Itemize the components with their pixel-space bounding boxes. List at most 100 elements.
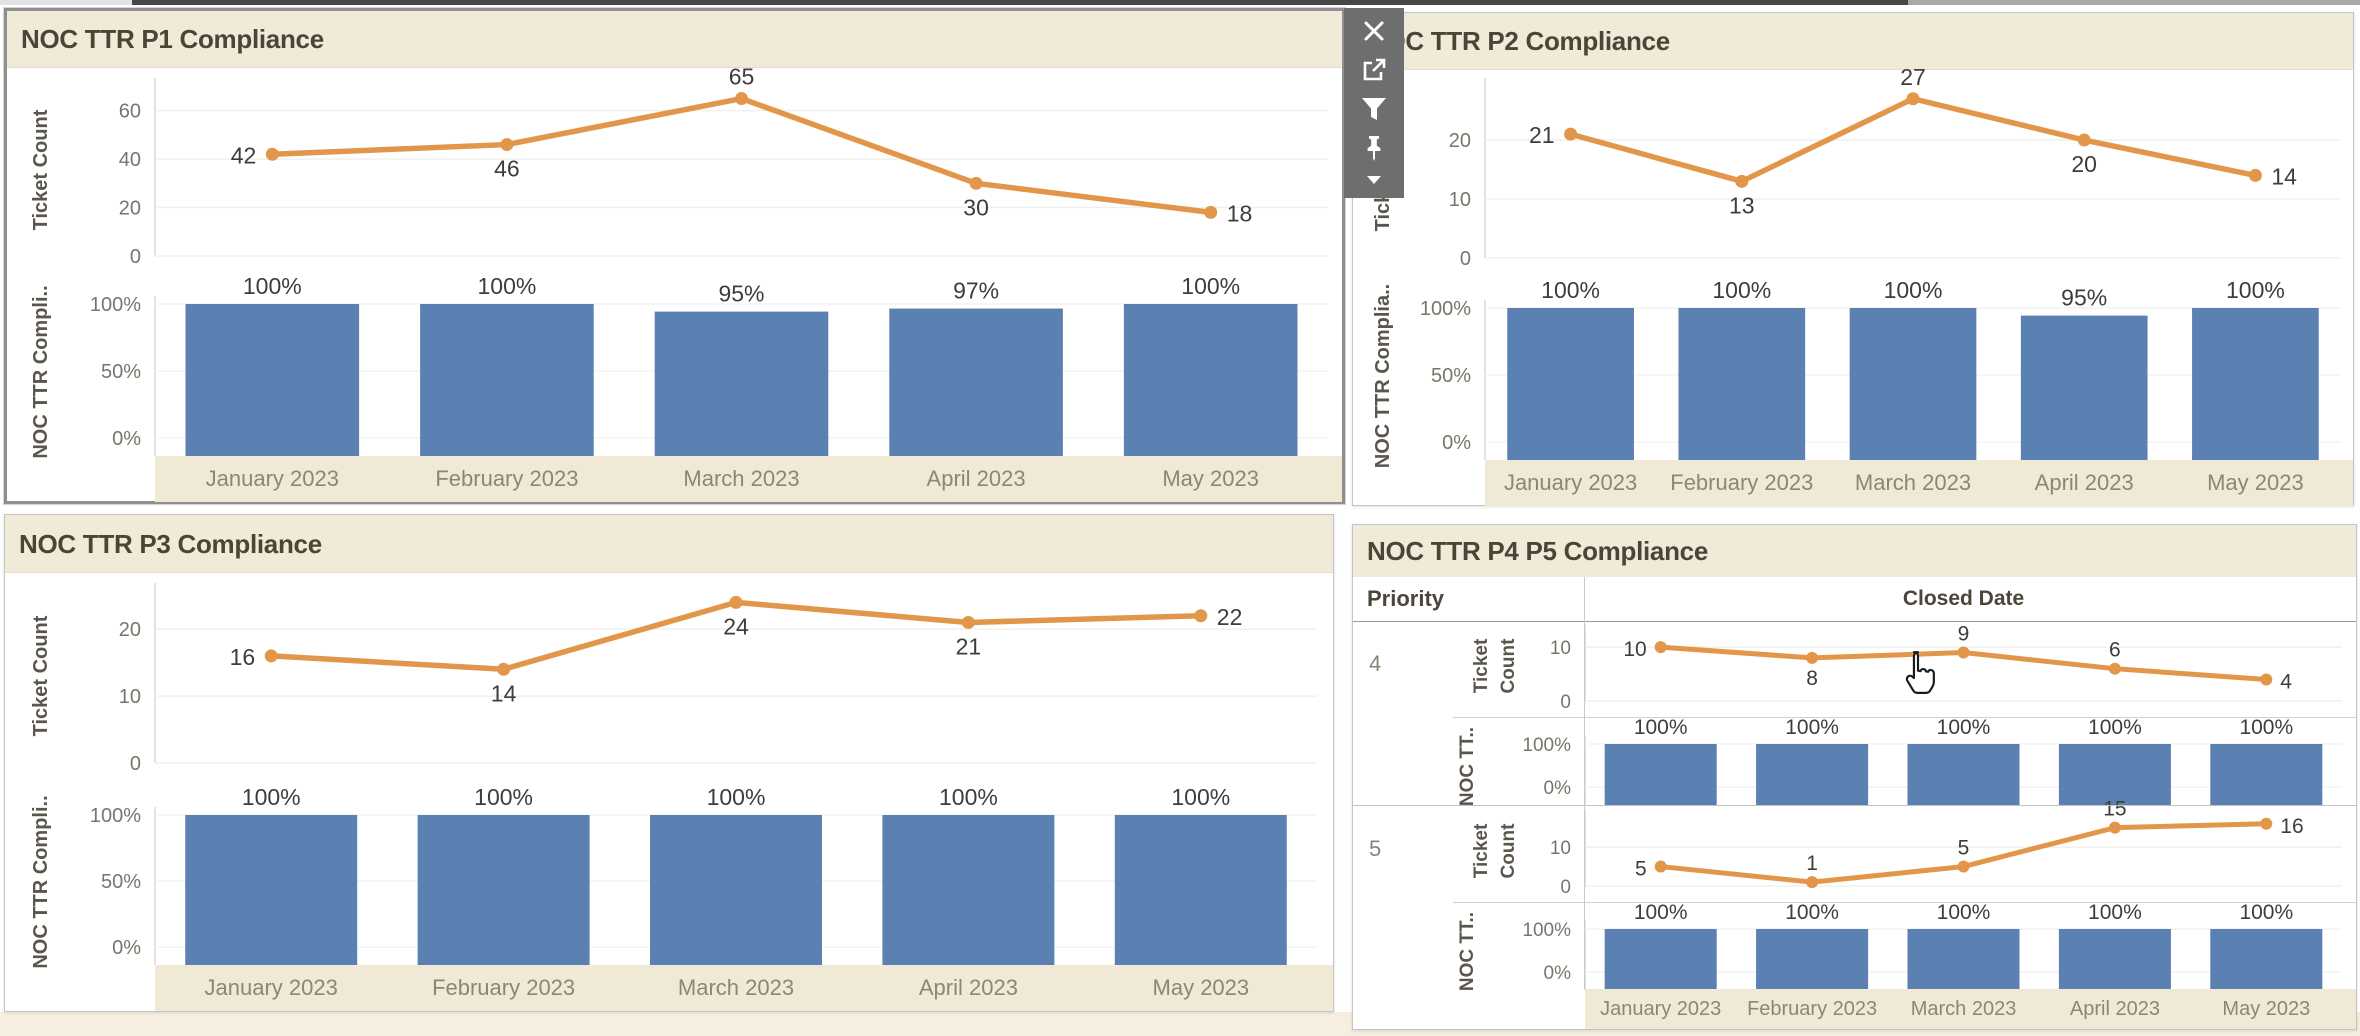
svg-text:9: 9 (1958, 623, 1970, 646)
svg-text:0: 0 (130, 753, 141, 775)
svg-text:0%: 0% (112, 428, 141, 450)
svg-text:NOC TT..: NOC TT.. (1457, 912, 1478, 991)
month-label: May 2023 (2222, 997, 2311, 1020)
svg-text:100%: 100% (707, 784, 766, 810)
svg-text:20: 20 (1449, 130, 1471, 152)
p3-bar-chart[interactable]: 100% 50% 0% NOC TTR Compli.. 100% 100% 100% 100… (5, 775, 1333, 969)
svg-text:0%: 0% (1442, 432, 1471, 454)
svg-text:8: 8 (1806, 667, 1818, 690)
svg-text:100%: 100% (2088, 716, 2142, 739)
p1-line-chart[interactable]: 60 40 20 0 Ticket Count 42 46 65 30 18 (7, 64, 1342, 268)
p4-subheader: Priority Closed Date (1353, 577, 2356, 622)
p4-month-axis: January 2023 February 2023 March 2023 April… (1585, 989, 2356, 1029)
svg-text:100%: 100% (243, 273, 302, 299)
svg-text:14: 14 (2271, 163, 2297, 189)
month-label: May 2023 (1152, 975, 1250, 1000)
p4-priority4-bar-chart[interactable]: 100% 0% NOC TT.. 100% 100% 100% 100% 100% (1353, 716, 2356, 806)
svg-text:24: 24 (723, 613, 749, 639)
svg-text:40: 40 (119, 149, 141, 171)
month-label: March 2023 (1910, 997, 2017, 1020)
close-icon (1364, 21, 1384, 41)
svg-text:100%: 100% (477, 273, 536, 299)
month-label: April 2023 (918, 975, 1018, 1000)
svg-text:0%: 0% (112, 937, 141, 959)
more-options-button[interactable] (1358, 172, 1390, 188)
panel-p1[interactable]: NOC TTR P1 Compliance 60 40 20 0 Ticket Coun… (4, 8, 1345, 504)
svg-text:22: 22 (1217, 604, 1243, 630)
caret-down-icon (1367, 176, 1381, 184)
p4-row-divider (1353, 805, 2356, 806)
panel-p4p5[interactable]: NOC TTR P4 P5 Compliance Priority Closed… (1352, 524, 2357, 1030)
close-button[interactable] (1358, 16, 1390, 46)
svg-text:46: 46 (494, 156, 520, 182)
panel-p3[interactable]: NOC TTR P3 Compliance 20 10 0 Ticket Count 1… (4, 514, 1334, 1012)
svg-text:97%: 97% (953, 278, 999, 304)
mouse-cursor (1900, 650, 1936, 701)
open-external-button[interactable] (1358, 55, 1390, 85)
svg-text:NOC TTR Complia..: NOC TTR Complia.. (1372, 284, 1394, 468)
svg-text:95%: 95% (2061, 285, 2107, 311)
month-label: March 2023 (1854, 470, 1972, 495)
svg-text:0%: 0% (1544, 963, 1572, 984)
svg-text:100%: 100% (1937, 901, 1991, 924)
p4-priority4-label: 4 (1369, 651, 1382, 676)
svg-text:Ticket: Ticket (1471, 638, 1492, 693)
svg-text:5: 5 (1635, 858, 1647, 881)
svg-text:NOC TTR Compli..: NOC TTR Compli.. (30, 285, 52, 458)
svg-text:100%: 100% (2226, 277, 2285, 303)
svg-text:100%: 100% (2088, 901, 2142, 924)
p2-bar-chart[interactable]: 100% 50% 0% NOC TTR Complia.. 100% 100% 100% 95… (1353, 268, 2353, 468)
svg-text:100%: 100% (474, 784, 533, 810)
svg-text:100%: 100% (939, 784, 998, 810)
pin-button[interactable] (1358, 133, 1390, 163)
p4-priority4-line-chart[interactable]: 10 0 Ticket Count 10 8 9 6 4 (1353, 621, 2356, 717)
panel-p4p5-header: NOC TTR P4 P5 Compliance (1353, 525, 2356, 578)
svg-text:16: 16 (2280, 815, 2303, 838)
svg-text:0: 0 (130, 246, 141, 268)
svg-text:100%: 100% (90, 294, 141, 316)
svg-text:100%: 100% (1785, 901, 1839, 924)
viz-toolbar (1344, 8, 1404, 198)
svg-text:20: 20 (119, 198, 141, 220)
svg-text:100%: 100% (1522, 920, 1571, 941)
svg-text:100%: 100% (1420, 298, 1471, 320)
svg-text:95%: 95% (718, 281, 764, 307)
p3-line-chart[interactable]: 20 10 0 Ticket Count 16 14 24 21 22 (5, 573, 1333, 775)
panel-p2-title: NOC TTR P2 Compliance (1367, 26, 1670, 56)
svg-text:Count: Count (1498, 638, 1519, 694)
svg-text:16: 16 (230, 644, 256, 670)
svg-text:4: 4 (2280, 670, 2292, 693)
p1-bar-chart[interactable]: 100% 50% 0% NOC TTR Compli.. 100% 100% 95% 97% 1… (7, 266, 1342, 459)
panel-p1-header: NOC TTR P1 Compliance (7, 11, 1342, 68)
filter-button[interactable] (1358, 94, 1390, 124)
svg-text:14: 14 (491, 680, 517, 706)
p4-row4-separator (1453, 717, 2356, 718)
month-label: April 2023 (926, 466, 1026, 491)
svg-text:100%: 100% (1785, 716, 1839, 739)
svg-text:100%: 100% (242, 784, 301, 810)
month-label: February 2023 (432, 975, 576, 1000)
svg-text:NOC TTR Compli..: NOC TTR Compli.. (30, 795, 52, 968)
svg-text:100%: 100% (1634, 901, 1688, 924)
svg-text:Ticket Count: Ticket Count (30, 109, 52, 230)
svg-text:100%: 100% (90, 805, 141, 827)
p4-priority5-bar-chart[interactable]: 100% 0% NOC TT.. 100% 100% 100% 100% 100% (1353, 901, 2356, 991)
month-label: January 2023 (205, 466, 339, 491)
svg-text:100%: 100% (1937, 716, 1991, 739)
svg-text:Ticket Count: Ticket Count (30, 615, 52, 736)
month-label: February 2023 (435, 466, 579, 491)
svg-text:100%: 100% (1181, 273, 1240, 299)
window-top-edge-dark (132, 0, 1908, 5)
svg-text:30: 30 (963, 194, 989, 220)
svg-text:Count: Count (1498, 823, 1519, 879)
filter-icon (1362, 98, 1386, 120)
open-external-icon (1363, 58, 1386, 81)
svg-text:100%: 100% (1171, 784, 1230, 810)
panel-p1-title: NOC TTR P1 Compliance (21, 24, 324, 54)
svg-text:100%: 100% (1712, 277, 1771, 303)
p4-priority-header: Priority (1367, 586, 1445, 611)
